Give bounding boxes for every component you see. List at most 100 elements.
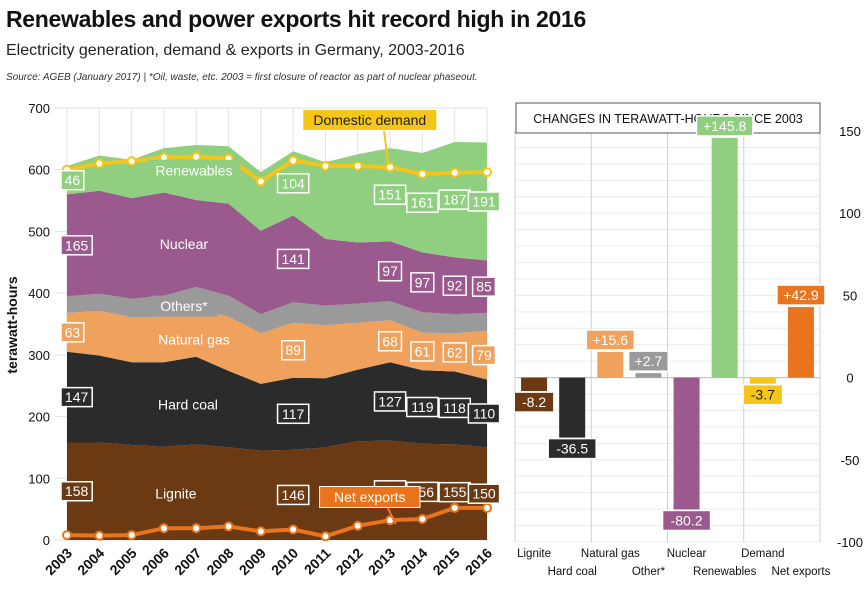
point-domestic-demand-2015 — [449, 167, 460, 178]
point-net-exports-2005 — [126, 530, 137, 541]
bar-lignite — [521, 377, 548, 392]
value-label-nuclear-2015: 92 — [447, 278, 463, 294]
value-box-renewables-2013 — [373, 184, 407, 205]
bar-net-exports — [787, 307, 814, 378]
value-box-natural-gas-2014 — [410, 341, 435, 362]
bar-value-box-nuclear — [661, 509, 712, 532]
value-box-renewables-2003 — [60, 169, 85, 191]
x-tick-label-2013: 2013 — [365, 545, 398, 578]
value-box-hard-coal-2003 — [60, 386, 93, 408]
chart-source: Source: AGEB (January 2017) | *Oil, wast… — [6, 72, 478, 83]
point-net-exports-2006 — [158, 523, 169, 534]
point-net-exports-2003 — [62, 530, 72, 541]
area-label-box-nuclear — [150, 233, 218, 255]
line-net-exports — [66, 505, 487, 539]
point-domestic-demand-2005 — [126, 156, 137, 167]
value-box-hard-coal-2013 — [373, 391, 407, 412]
y-tick-label: 200 — [28, 410, 50, 425]
value-box-hard-coal-2010 — [276, 403, 310, 425]
bar-renewables — [711, 137, 738, 378]
value-box-lignite-2010 — [276, 484, 310, 506]
bar-category-label-nuclear: Nuclear — [667, 548, 707, 560]
value-box-renewables-2016 — [467, 191, 501, 212]
bar-value-box-net-exports — [776, 284, 826, 306]
point-domestic-demand-2011 — [320, 161, 331, 172]
bar-category-label-demand: Demand — [741, 548, 784, 560]
bar-category-label-other: Other* — [632, 566, 666, 578]
value-label-hard-coal-2015: 118 — [444, 400, 467, 416]
value-label-renewables-2016: 191 — [472, 193, 496, 209]
y-tick-label: 600 — [28, 163, 50, 178]
x-tick-label-2012: 2012 — [333, 545, 366, 578]
value-label-natural-gas-2015: 62 — [447, 344, 463, 360]
value-label-nuclear-2016: 85 — [476, 279, 492, 295]
point-net-exports-2010 — [288, 524, 299, 535]
x-tick-label-2009: 2009 — [236, 545, 269, 578]
value-label-nuclear-2014: 97 — [415, 274, 431, 290]
bar-nuclear — [673, 377, 700, 510]
bar-category-label-natural-gas: Natural gas — [581, 548, 640, 560]
value-box-nuclear-2016 — [471, 276, 497, 297]
value-box-nuclear-2010 — [276, 248, 310, 270]
area-label-box-lignite — [142, 482, 210, 504]
leader-domestic-demand — [383, 130, 390, 164]
bar-value-label-lignite: -8.2 — [522, 394, 546, 410]
area-label-box-net-exports — [319, 486, 421, 508]
bar-value-label-hard-coal: -36.5 — [556, 441, 588, 457]
bar-value-box-natural-gas — [585, 329, 636, 351]
point-domestic-demand-2012 — [352, 161, 363, 172]
value-label-hard-coal-2013: 127 — [378, 393, 402, 409]
bar-y-tick-label: 50 — [843, 288, 857, 303]
y-tick-label: 700 — [28, 101, 50, 116]
y-tick-label: 400 — [28, 286, 50, 301]
value-label-nuclear-2010: 141 — [281, 251, 305, 267]
point-domestic-demand-2013 — [385, 162, 396, 173]
y-tick-label: 500 — [28, 224, 50, 239]
area-label-box-hard-coal — [146, 394, 230, 416]
value-label-natural-gas-2013: 68 — [382, 333, 398, 349]
area-natural-gas — [67, 309, 487, 384]
x-tick-label-2014: 2014 — [397, 545, 430, 578]
value-box-hard-coal-2016 — [467, 403, 501, 424]
bar-category-label-net-exports: Net exports — [772, 566, 831, 578]
bar-y-tick-label: -50 — [841, 453, 860, 468]
point-net-exports-2009 — [255, 526, 266, 537]
value-label-nuclear-2003: 165 — [65, 237, 89, 253]
area-label-box-others — [150, 295, 218, 317]
value-label-hard-coal-2016: 110 — [473, 405, 496, 421]
point-domestic-demand-2016 — [482, 167, 492, 178]
bar-y-tick-label: -100 — [837, 535, 863, 550]
area-label-nuclear: Nuclear — [160, 236, 209, 252]
bar-value-box-renewables — [695, 115, 754, 137]
bar-other — [635, 373, 662, 378]
bar-category-label-lignite: Lignite — [517, 548, 551, 560]
value-box-nuclear-2013 — [377, 260, 403, 282]
bar-value-box-other — [627, 350, 669, 372]
value-box-natural-gas-2016 — [471, 344, 497, 366]
x-tick-label-2008: 2008 — [203, 545, 236, 578]
point-net-exports-2012 — [352, 520, 363, 531]
y-tick-label: 100 — [28, 471, 50, 486]
y-tick-label: 300 — [28, 348, 50, 363]
y-axis-title: terawatt-hours — [4, 276, 20, 373]
x-tick-label-2006: 2006 — [139, 545, 172, 578]
point-net-exports-2007 — [191, 523, 202, 534]
area-hard-coal — [67, 351, 487, 451]
bar-y-tick-label: 0 — [846, 371, 853, 386]
point-net-exports-2015 — [449, 502, 460, 513]
bar-value-label-other: +2.7 — [635, 353, 663, 369]
leader-net-exports — [386, 507, 397, 525]
value-box-renewables-2014 — [406, 192, 439, 213]
bar-category-label-hard-coal: Hard coal — [548, 566, 597, 578]
bar-natural-gas — [597, 351, 624, 378]
x-tick-label-2016: 2016 — [462, 545, 495, 578]
bar-value-label-nuclear: -80.2 — [671, 512, 703, 528]
bar-y-tick-label: 150 — [839, 124, 861, 139]
bar-value-label-natural-gas: +15.6 — [593, 332, 629, 348]
y-tick-label: 0 — [43, 533, 50, 548]
value-label-natural-gas-2003: 63 — [65, 324, 81, 340]
value-label-natural-gas-2016: 79 — [476, 347, 492, 363]
point-domestic-demand-2010 — [288, 155, 299, 166]
x-tick-label-2007: 2007 — [171, 545, 204, 578]
